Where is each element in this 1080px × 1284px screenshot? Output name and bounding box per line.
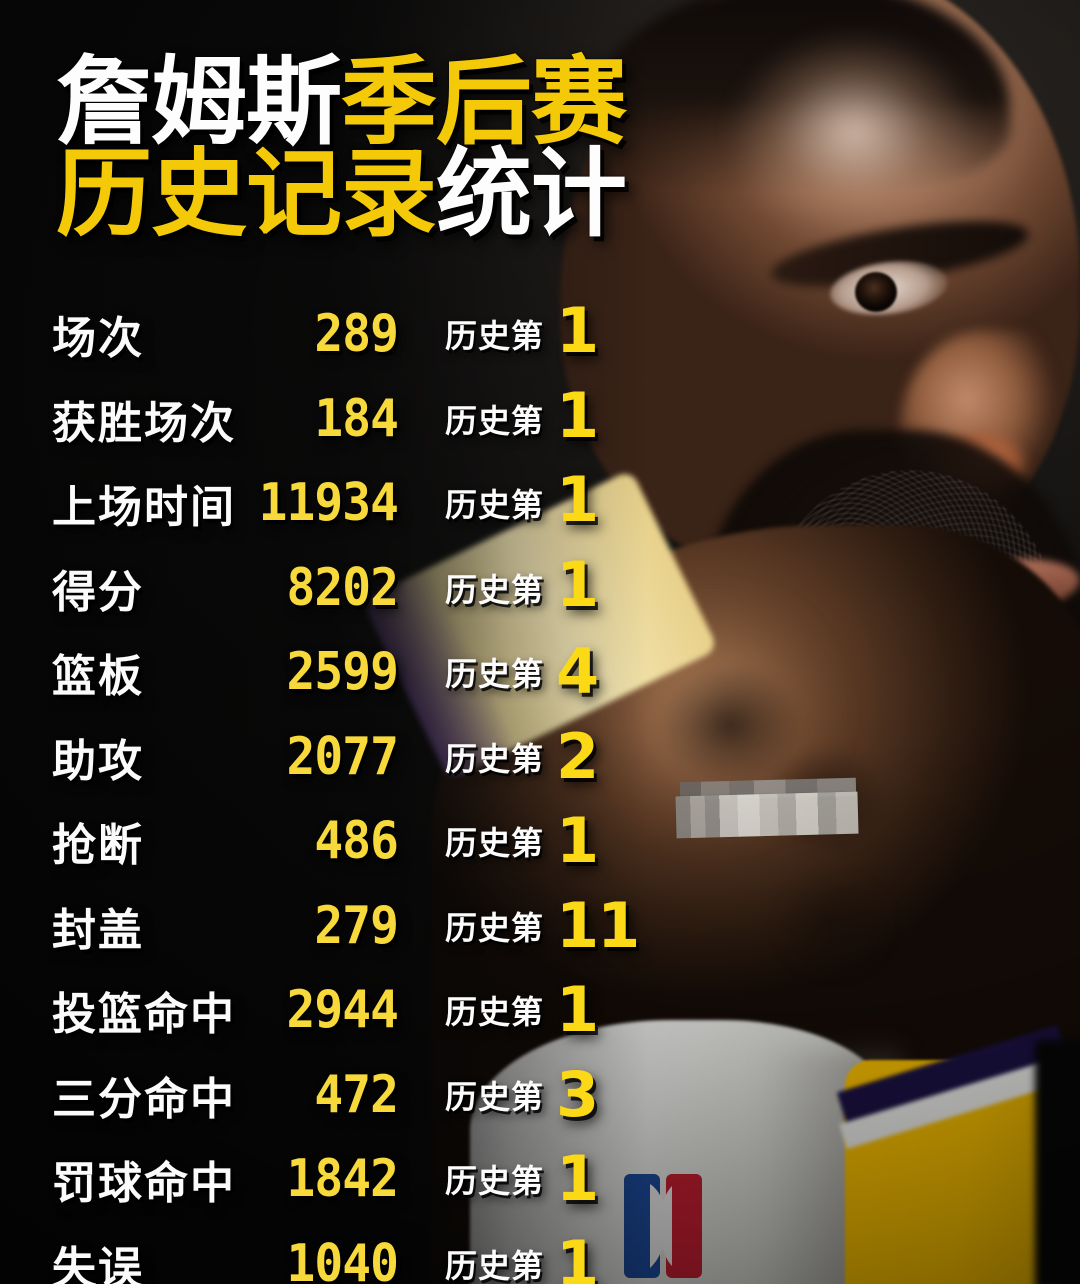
stat-label: 场次 [52, 313, 144, 365]
stat-rank: 1 [556, 804, 599, 878]
rank-prefix-label: 历史第 [445, 739, 545, 778]
rank-prefix-label: 历史第 [445, 993, 545, 1032]
stat-rank: 1 [556, 378, 599, 452]
stat-value: 2944 [286, 980, 398, 1041]
stat-label: 投篮命中 [52, 989, 236, 1041]
title-part-player: 詹姆斯 [56, 46, 342, 158]
stat-rank: 1 [556, 973, 599, 1047]
stats-table: 场次 289 历史第 1 获胜场次 184 历史第 1 上场时间 11934 历… [0, 292, 1080, 1284]
stat-rank: 1 [556, 294, 599, 368]
rank-prefix-label: 历史第 [445, 570, 545, 609]
stat-value: 1842 [286, 1149, 398, 1210]
rank-prefix-label: 历史第 [445, 1246, 545, 1284]
stat-rank: 1 [556, 1226, 599, 1284]
rank-prefix-label: 历史第 [445, 1077, 545, 1116]
table-row: 罚球命中 1842 历史第 1 [0, 1137, 1080, 1222]
rank-prefix-label: 历史第 [445, 401, 545, 440]
table-row: 上场时间 11934 历史第 1 [0, 461, 1080, 546]
table-row: 得分 8202 历史第 1 [0, 546, 1080, 631]
title-part-records: 历史记录 [56, 138, 437, 251]
stat-label: 罚球命中 [52, 1158, 236, 1210]
stat-value: 1040 [286, 1233, 398, 1284]
rank-prefix-label: 历史第 [445, 824, 545, 863]
stat-rank: 1 [556, 547, 599, 621]
stat-rank: 11 [556, 888, 640, 962]
stat-rank: 2 [556, 719, 599, 793]
stat-label: 篮板 [52, 651, 144, 703]
rank-prefix-label: 历史第 [445, 486, 545, 525]
rank-prefix-label: 历史第 [445, 655, 545, 694]
stat-value: 486 [314, 811, 399, 872]
stat-label: 失误 [52, 1242, 144, 1284]
stat-value: 2599 [286, 642, 398, 703]
stat-value: 472 [314, 1064, 399, 1125]
stat-rank: 4 [556, 635, 599, 709]
stat-label: 抢断 [52, 820, 144, 872]
stat-label: 三分命中 [52, 1073, 236, 1125]
table-row: 获胜场次 184 历史第 1 [0, 377, 1080, 462]
table-row: 封盖 279 历史第 11 [0, 884, 1080, 969]
stat-value: 2077 [286, 726, 398, 787]
stat-label: 助攻 [52, 735, 144, 787]
stat-label: 得分 [52, 566, 144, 618]
stat-value: 289 [314, 304, 399, 365]
table-row: 助攻 2077 历史第 2 [0, 715, 1080, 800]
stat-label: 上场时间 [52, 482, 236, 534]
stat-rank: 1 [556, 463, 599, 537]
title-part-stats: 统计 [436, 138, 627, 251]
stat-rank: 3 [556, 1057, 599, 1131]
poster-title: 詹姆斯季后赛 历史记录统计 [56, 54, 756, 242]
table-row: 抢断 486 历史第 1 [0, 799, 1080, 884]
stat-value: 184 [314, 388, 399, 449]
rank-prefix-label: 历史第 [445, 317, 545, 356]
stat-value: 11934 [258, 473, 399, 534]
stat-rank: 1 [556, 1142, 599, 1216]
table-row: 场次 289 历史第 1 [0, 292, 1080, 377]
stat-value: 279 [314, 895, 399, 956]
table-row: 投篮命中 2944 历史第 1 [0, 968, 1080, 1053]
stat-label: 封盖 [52, 904, 144, 956]
table-row: 篮板 2599 历史第 4 [0, 630, 1080, 715]
rank-prefix-label: 历史第 [445, 908, 545, 947]
table-row: 三分命中 472 历史第 3 [0, 1053, 1080, 1138]
stat-label: 获胜场次 [52, 397, 236, 449]
stat-value: 8202 [286, 557, 398, 618]
title-part-playoffs: 季后赛 [341, 46, 627, 158]
rank-prefix-label: 历史第 [445, 1162, 545, 1201]
table-row: 失误 1040 历史第 1 [0, 1222, 1080, 1284]
